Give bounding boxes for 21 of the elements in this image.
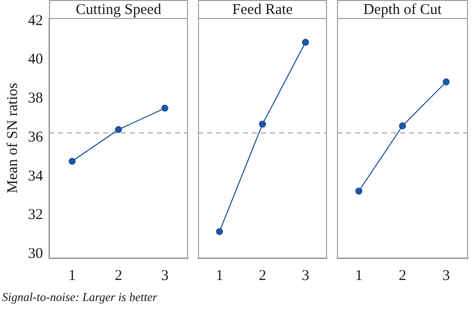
y-tick-label: 38 [28,90,43,107]
x-tick-label: 2 [398,268,406,284]
y-axis-title: Mean of SN ratios [4,82,21,194]
y-tick-label: 42 [28,12,43,29]
x-tick-label: 1 [68,268,76,284]
x-tick-label: 2 [258,268,266,284]
x-tick-label: 3 [161,268,169,284]
y-tick-label: 34 [28,168,44,184]
x-tick-label: 1 [216,268,224,284]
x-tick-label: 2 [114,268,122,284]
y-tick-label: 32 [28,207,43,224]
chart-title: Feed Rate [232,2,294,18]
x-tick-label: 3 [442,268,450,284]
x-tick-label: 1 [355,268,363,284]
chart-title: Depth of Cut [363,2,442,18]
text: Signal-to-noise: Larger is better [2,290,158,305]
y-tick-label: 36 [28,129,44,146]
x-tick-label: 3 [302,268,310,284]
y-tick-label: 30 [28,246,43,262]
y-tick-label: 40 [28,52,43,68]
chart-title: Cutting Speed [76,2,162,18]
